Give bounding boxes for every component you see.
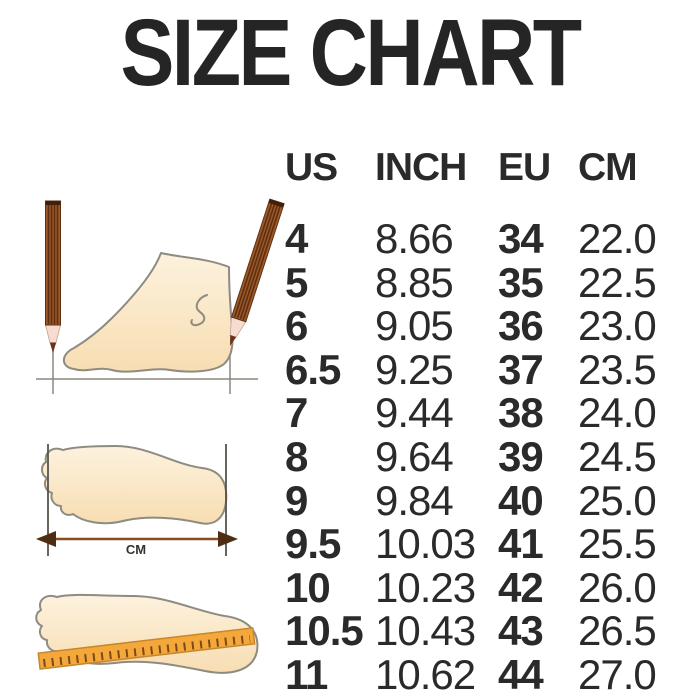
size-cell: 9.44: [375, 389, 454, 437]
foot-pencils-icon: [36, 198, 285, 394]
foot-side-measure-illustration: [28, 196, 288, 401]
size-cell: 35: [498, 258, 544, 306]
size-cell: 23.0: [578, 302, 657, 350]
size-cell: 5: [285, 258, 308, 306]
size-cell: 43: [498, 607, 544, 655]
pencil-left-icon: [44, 200, 62, 354]
column-header-cm: CM: [578, 146, 638, 189]
size-cell: 9.64: [375, 432, 454, 480]
size-cell: 10.03: [375, 520, 476, 568]
page-title: SIZE CHART: [120, 0, 583, 106]
size-cell: 26.0: [578, 563, 657, 611]
foot-outline: [62, 252, 234, 373]
footprint-outline: [41, 445, 228, 525]
size-cell: 23.5: [578, 345, 657, 393]
size-cell: 42: [498, 563, 544, 611]
arrow-right-head: [218, 531, 238, 547]
size-cell: 41: [498, 520, 544, 568]
pencil-right-icon: [222, 198, 285, 350]
footprint-ruler-illustration: [25, 583, 280, 698]
size-cell: 6: [285, 302, 308, 350]
size-cell: 11: [285, 650, 328, 698]
size-cell: 9: [285, 476, 308, 524]
size-cell: 9.5: [285, 520, 341, 568]
size-cell: 24.0: [578, 389, 657, 437]
column-header-eu: EU: [498, 146, 551, 189]
size-cell: 22.0: [578, 215, 657, 262]
arrow-left-head: [36, 531, 56, 547]
size-cell: 9.25: [375, 345, 454, 393]
size-cell: 9.84: [375, 476, 454, 524]
size-cell: 22.5: [578, 258, 657, 306]
size-cell: 9.05: [375, 302, 454, 350]
size-cell: 10.23: [375, 563, 476, 611]
size-cell: 10.5: [285, 607, 364, 655]
size-cell: 8: [285, 432, 308, 480]
size-cell: 10: [285, 563, 331, 611]
size-cell: 8.66: [375, 215, 454, 262]
ruler-icon: [37, 627, 256, 670]
column-header-us: US: [285, 146, 338, 189]
footprint-ruler-icon: [35, 593, 259, 674]
size-cell: 39: [498, 432, 544, 480]
column-header-inch: INCH: [375, 146, 467, 189]
size-table-header: US INCH EU CM: [285, 146, 685, 190]
size-cell: 25.5: [578, 520, 657, 568]
size-cell: 40: [498, 476, 544, 524]
size-cell: 44: [498, 650, 544, 698]
size-cell: 24.5: [578, 432, 657, 480]
size-cell: 36: [498, 302, 544, 350]
footprint-length-illustration: CM: [28, 438, 263, 568]
cm-arrow-label: CM: [126, 542, 146, 557]
size-cell: 6.5: [285, 345, 341, 393]
footprint-cm-icon: CM: [36, 444, 238, 557]
size-cell: 8.85: [375, 258, 454, 306]
size-cell: 4: [285, 215, 308, 262]
size-cell: 38: [498, 389, 544, 437]
size-table-rows: 4 8.66 34 22.0 5 8.85 35 22.5 6 9.05 36 23.0 6.5 9.25…: [285, 217, 685, 697]
size-cell: 27.0: [578, 650, 657, 698]
size-cell: 26.5: [578, 607, 657, 655]
size-cell: 25.0: [578, 476, 657, 524]
size-cell: 34: [498, 215, 544, 262]
size-cell: 10.62: [375, 650, 476, 698]
size-table: US INCH EU CM 4 8.66 34 22.0 5 8.85 35 22.5 6 9.0…: [285, 146, 685, 697]
size-cell: 10.43: [375, 607, 476, 655]
size-cell: 37: [498, 345, 544, 393]
size-cell: 7: [285, 389, 308, 437]
